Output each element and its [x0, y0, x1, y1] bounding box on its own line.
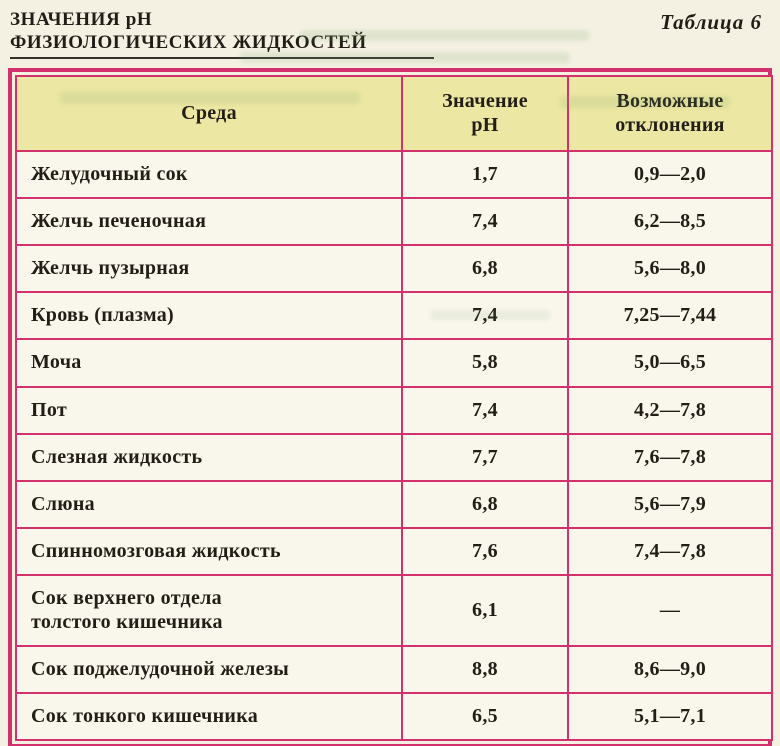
ph-value-cell: 1,7 — [401, 149, 569, 199]
table-row: Спинномозговая жидкость 7,6 7,4—7,8 — [15, 527, 773, 577]
deviation-range-cell: 8,6—9,0 — [567, 644, 773, 694]
page-title-line1: ЗНАЧЕНИЯ pH — [10, 9, 153, 30]
page-title-line2: ФИЗИОЛОГИЧЕСКИХ ЖИДКОСТЕЙ — [10, 32, 367, 54]
table-body: Желудочный сок 1,7 0,9—2,0 Желчь печеноч… — [15, 149, 773, 742]
deviation-range-cell: 7,4—7,8 — [567, 527, 773, 577]
table-row: Слезная жидкость 7,7 7,6—7,8 — [15, 432, 773, 483]
table-label: Таблица 6 — [660, 10, 762, 34]
table-row: Сок тонкого кишечника 6,5 5,1—7,1 — [15, 691, 773, 742]
ph-value-cell: 6,8 — [401, 244, 569, 294]
table-row: Сок верхнего отдела толстого кишечника 6… — [15, 574, 773, 647]
deviation-range-cell: — — [567, 574, 773, 647]
table-header-row: Среда Значение pH Возможные отклонения — [15, 75, 773, 152]
table-row: Желчь печеночная 7,4 6,2—8,5 — [15, 196, 773, 247]
table-row: Желчь пузырная 6,8 5,6—8,0 — [15, 244, 773, 294]
medium-cell: Желудочный сок — [15, 149, 403, 199]
deviation-range-cell: 5,1—7,1 — [567, 691, 773, 742]
table-row: Моча 5,8 5,0—6,5 — [15, 338, 773, 388]
table-head: Среда Значение pH Возможные отклонения — [15, 75, 773, 152]
deviation-range-cell: 5,6—8,0 — [567, 244, 773, 294]
ph-value-cell: 7,4 — [401, 196, 569, 247]
ph-value-cell: 7,7 — [401, 432, 569, 483]
medium-cell: Сок верхнего отдела толстого кишечника — [15, 574, 403, 647]
ph-table: Среда Значение pH Возможные отклонения Ж… — [15, 75, 773, 742]
ph-table-frame: Среда Значение pH Возможные отклонения Ж… — [8, 68, 773, 746]
ph-value-cell: 7,4 — [401, 385, 569, 435]
medium-cell: Кровь (плазма) — [15, 291, 403, 341]
page-header: ЗНАЧЕНИЯ pH ФИЗИОЛОГИЧЕСКИХ ЖИДКОСТЕЙ Та… — [8, 6, 772, 60]
table-row: Кровь (плазма) 7,4 7,25—7,44 — [15, 291, 773, 341]
deviation-range-cell: 6,2—8,5 — [567, 196, 773, 247]
page-title: ЗНАЧЕНИЯ pH ФИЗИОЛОГИЧЕСКИХ ЖИДКОСТЕЙ — [10, 8, 434, 60]
deviation-range-cell: 5,6—7,9 — [567, 480, 773, 530]
medium-cell: Слезная жидкость — [15, 432, 403, 483]
ph-value-cell: 5,8 — [401, 338, 569, 388]
deviation-range-cell: 0,9—2,0 — [567, 149, 773, 199]
deviation-range-cell: 7,25—7,44 — [567, 291, 773, 341]
ph-value-cell: 6,8 — [401, 480, 569, 530]
ph-value-cell: 6,5 — [401, 691, 569, 742]
ph-value-cell: 6,1 — [401, 574, 569, 647]
medium-cell: Сок поджелудочной железы — [15, 644, 403, 694]
table-row: Сок поджелудочной железы 8,8 8,6—9,0 — [15, 644, 773, 694]
header-cell-deviations: Возможные отклонения — [567, 75, 773, 152]
medium-cell: Желчь печеночная — [15, 196, 403, 247]
header-cell-medium: Среда — [15, 75, 403, 152]
ph-value-cell: 7,4 — [401, 291, 569, 341]
medium-cell: Сок тонкого кишечника — [15, 691, 403, 742]
deviation-range-cell: 7,6—7,8 — [567, 432, 773, 483]
medium-cell: Пот — [15, 385, 403, 435]
header-cell-ph-value: Значение pH — [401, 75, 569, 152]
medium-cell: Спинномозговая жидкость — [15, 527, 403, 577]
medium-cell: Желчь пузырная — [15, 244, 403, 294]
table-row: Желудочный сок 1,7 0,9—2,0 — [15, 149, 773, 199]
ph-value-cell: 7,6 — [401, 527, 569, 577]
deviation-range-cell: 4,2—7,8 — [567, 385, 773, 435]
table-row: Пот 7,4 4,2—7,8 — [15, 385, 773, 435]
deviation-range-cell: 5,0—6,5 — [567, 338, 773, 388]
medium-cell: Моча — [15, 338, 403, 388]
ph-value-cell: 8,8 — [401, 644, 569, 694]
table-row: Слюна 6,8 5,6—7,9 — [15, 480, 773, 530]
medium-cell: Слюна — [15, 480, 403, 530]
